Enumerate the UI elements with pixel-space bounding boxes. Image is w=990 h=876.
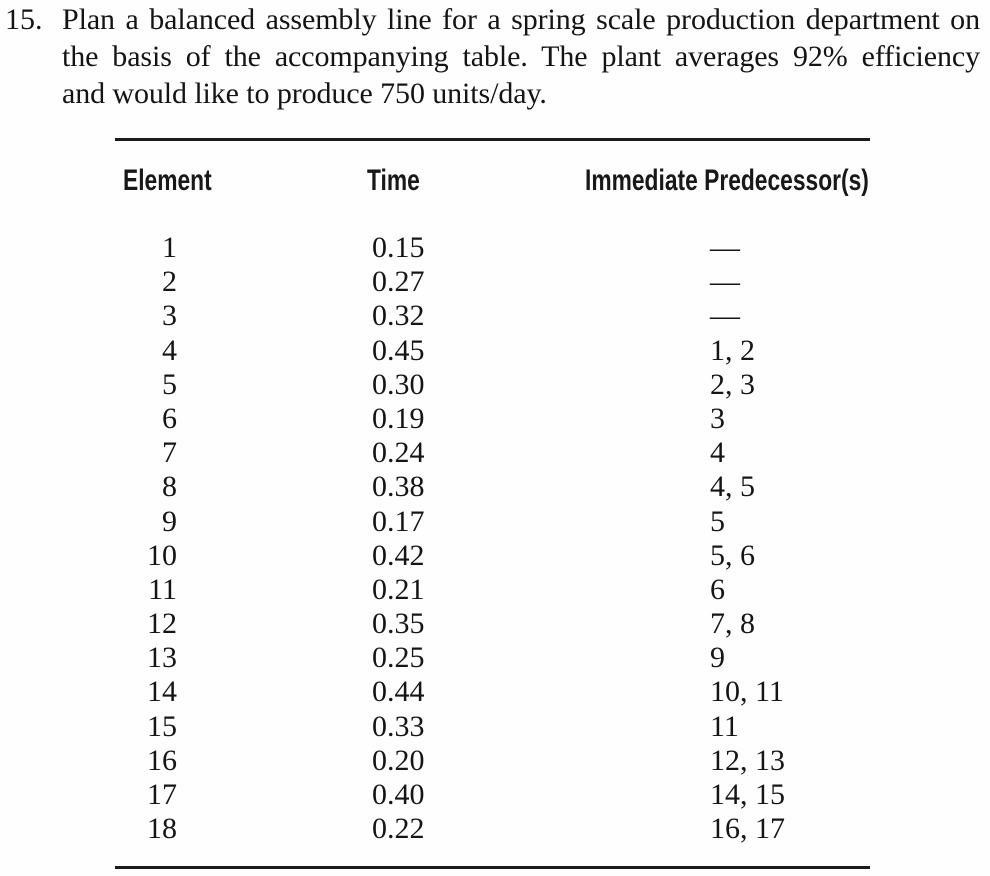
table-row: 2 0.27 — bbox=[0, 265, 990, 299]
problem-text-line: and would like to produce 750 units/day. bbox=[62, 77, 547, 110]
problem-number: 15. bbox=[5, 3, 43, 36]
time-cell: 0.35 bbox=[372, 607, 425, 641]
problem-text-line: the basis of the accompanying table. The… bbox=[62, 40, 980, 73]
table-row: 4 0.45 1, 2 bbox=[0, 334, 990, 368]
column-header-element: Element bbox=[123, 164, 212, 197]
time-cell: 0.30 bbox=[372, 367, 425, 401]
table-row: 13 0.25 9 bbox=[0, 641, 990, 675]
predecessor-cell: — bbox=[710, 231, 740, 264]
predecessor-cell: 12, 13 bbox=[710, 743, 785, 777]
table-row: 17 0.40 14, 15 bbox=[0, 778, 990, 812]
table-row: 18 0.22 16, 17 bbox=[0, 812, 990, 846]
predecessor-cell: 4, 5 bbox=[710, 470, 755, 504]
table-row: 9 0.17 5 bbox=[0, 505, 990, 539]
time-cell: 0.32 bbox=[372, 299, 425, 333]
element-cell: 8 bbox=[162, 470, 177, 504]
time-cell: 0.42 bbox=[372, 538, 425, 572]
time-cell: 0.22 bbox=[372, 812, 425, 846]
element-cell: 17 bbox=[147, 778, 177, 811]
element-cell: 12 bbox=[147, 607, 177, 641]
time-cell: 0.17 bbox=[372, 504, 425, 538]
time-cell: 0.20 bbox=[372, 743, 425, 777]
column-header-predecessors: Immediate Predecessor(s) bbox=[585, 164, 869, 197]
table-row: 1 0.15 — bbox=[0, 231, 990, 265]
table-row: 14 0.44 10, 11 bbox=[0, 675, 990, 709]
table-row: 11 0.21 6 bbox=[0, 573, 990, 607]
problem-statement: Plan a balanced assembly line for a spri… bbox=[62, 1, 980, 112]
table-bottom-rule bbox=[115, 866, 870, 869]
table-top-rule bbox=[115, 138, 870, 141]
time-cell: 0.38 bbox=[372, 470, 425, 504]
table-row: 15 0.33 11 bbox=[0, 710, 990, 744]
table-row: 8 0.38 4, 5 bbox=[0, 470, 990, 504]
element-cell: 4 bbox=[162, 333, 177, 367]
predecessor-cell: 1, 2 bbox=[710, 333, 755, 367]
predecessor-cell: 11 bbox=[710, 709, 739, 743]
element-cell: 10 bbox=[147, 538, 177, 572]
time-cell: 0.25 bbox=[372, 641, 425, 675]
predecessor-cell: 14, 15 bbox=[710, 778, 785, 811]
time-cell: 0.19 bbox=[372, 401, 425, 435]
predecessor-cell: — bbox=[710, 265, 740, 299]
predecessor-cell: 10, 11 bbox=[710, 675, 784, 709]
table-row: 6 0.19 3 bbox=[0, 402, 990, 436]
element-cell: 5 bbox=[162, 367, 177, 401]
problem-text-line: Plan a balanced assembly line for a spri… bbox=[62, 3, 980, 36]
time-cell: 0.44 bbox=[372, 675, 425, 709]
element-cell: 15 bbox=[147, 709, 177, 743]
time-cell: 0.33 bbox=[372, 709, 425, 743]
element-cell: 9 bbox=[162, 504, 177, 538]
element-cell: 18 bbox=[147, 812, 177, 846]
element-cell: 1 bbox=[162, 231, 177, 264]
element-cell: 2 bbox=[162, 265, 177, 299]
predecessor-cell: 4 bbox=[710, 436, 725, 470]
time-cell: 0.24 bbox=[372, 436, 425, 470]
element-cell: 14 bbox=[147, 675, 177, 709]
time-cell: 0.45 bbox=[372, 333, 425, 367]
table-row: 7 0.24 4 bbox=[0, 436, 990, 470]
element-cell: 13 bbox=[147, 641, 177, 675]
element-cell: 11 bbox=[148, 572, 177, 606]
predecessor-cell: 5 bbox=[710, 504, 725, 538]
column-header-time: Time bbox=[367, 164, 420, 197]
time-cell: 0.21 bbox=[372, 572, 425, 606]
predecessor-cell: 3 bbox=[710, 401, 725, 435]
time-cell: 0.40 bbox=[372, 778, 425, 811]
predecessor-cell: 16, 17 bbox=[710, 812, 785, 846]
table-row: 12 0.35 7, 8 bbox=[0, 607, 990, 641]
predecessor-cell: 9 bbox=[710, 641, 725, 675]
table-row: 3 0.32 — bbox=[0, 299, 990, 333]
time-cell: 0.27 bbox=[372, 265, 425, 299]
element-cell: 3 bbox=[162, 299, 177, 333]
predecessor-cell: 2, 3 bbox=[710, 367, 755, 401]
predecessor-cell: — bbox=[710, 299, 740, 333]
table-row: 10 0.42 5, 6 bbox=[0, 539, 990, 573]
element-cell: 7 bbox=[162, 436, 177, 470]
table-header-row: Element Time Immediate Predecessor(s) bbox=[0, 165, 990, 197]
table-row: 16 0.20 12, 13 bbox=[0, 744, 990, 778]
predecessor-cell: 6 bbox=[710, 572, 725, 606]
predecessor-cell: 5, 6 bbox=[710, 538, 755, 572]
element-cell: 16 bbox=[147, 743, 177, 777]
table-body: 1 0.15 — 2 0.27 — 3 0.32 — 4 0.45 1, 2 5… bbox=[0, 231, 990, 846]
table-row: 5 0.30 2, 3 bbox=[0, 368, 990, 402]
time-cell: 0.15 bbox=[372, 231, 425, 264]
predecessor-cell: 7, 8 bbox=[710, 607, 755, 641]
element-cell: 6 bbox=[162, 401, 177, 435]
